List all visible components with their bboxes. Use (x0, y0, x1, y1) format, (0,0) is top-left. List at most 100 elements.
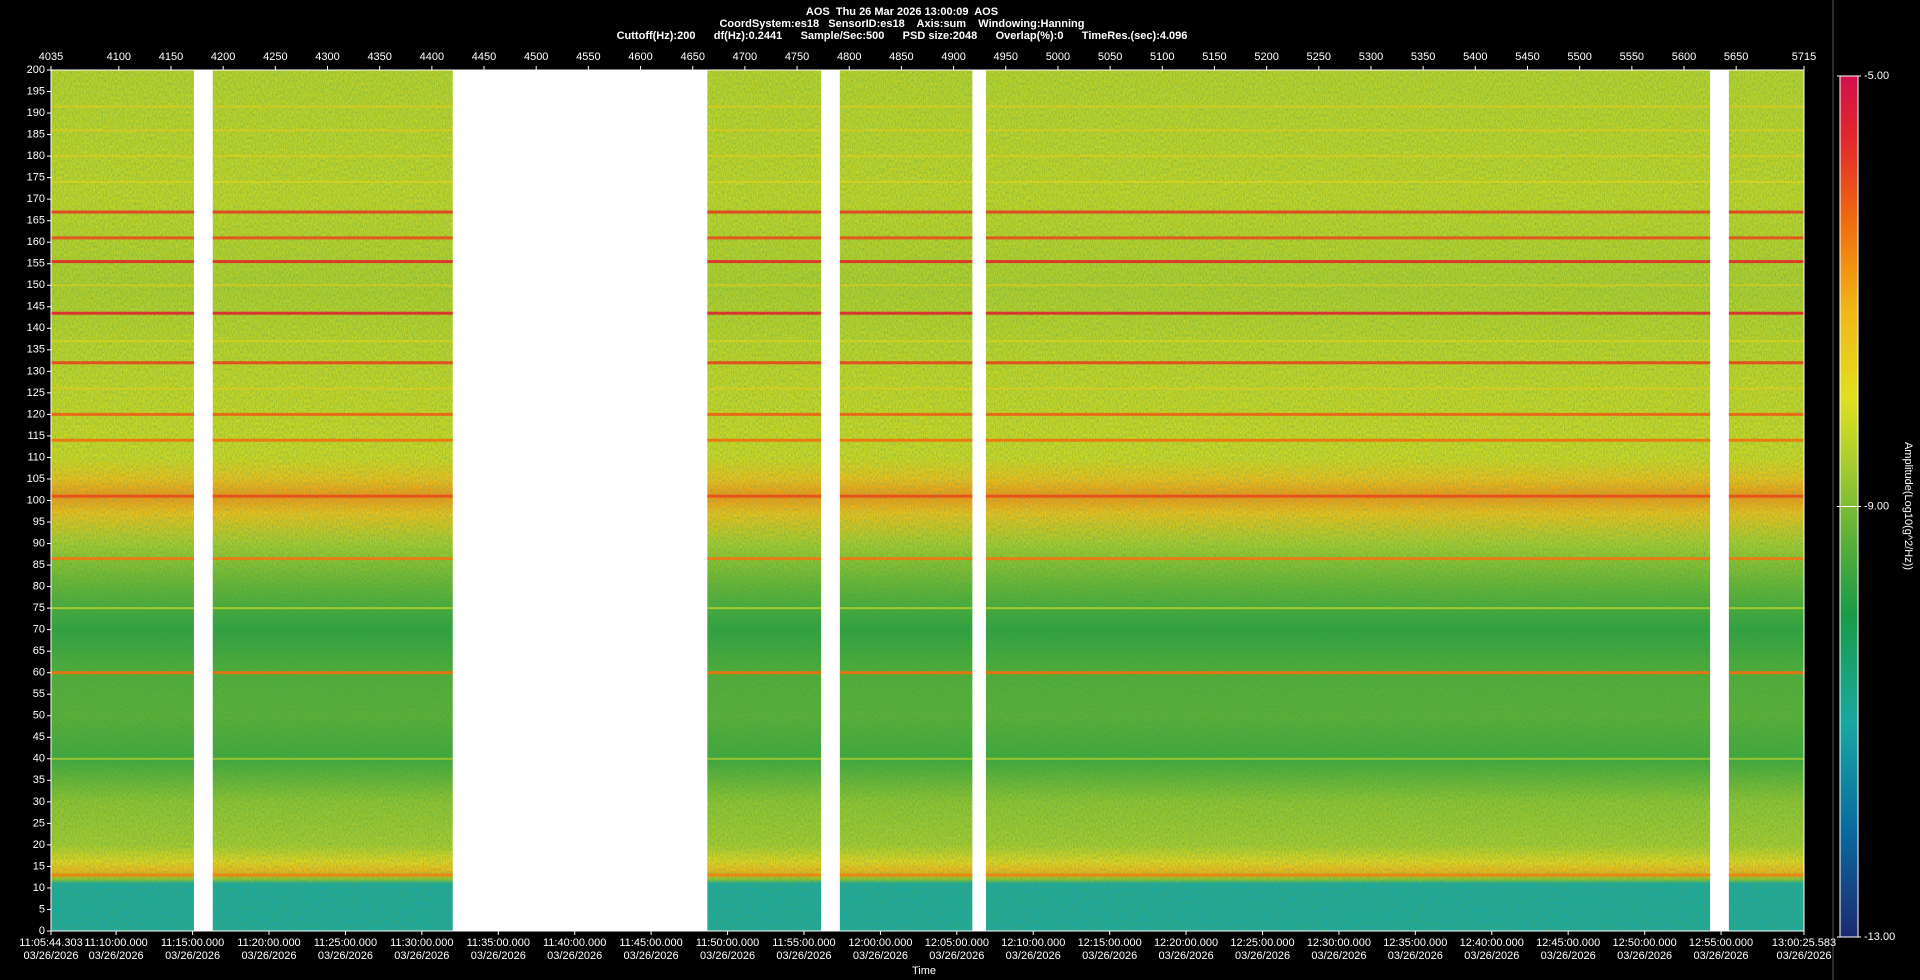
time-tick-date: 03/26/2026 (776, 950, 831, 962)
frequency-line (1728, 361, 1804, 365)
time-tick-label: 12:50:00.000 (1613, 937, 1677, 949)
time-tick-date: 03/26/2026 (1464, 950, 1519, 962)
time-tick-date: 03/26/2026 (23, 950, 78, 962)
frequency-line (707, 236, 822, 240)
frequency-line (1728, 607, 1804, 610)
frequency-line (212, 671, 453, 675)
x-tick-label: 4100 (107, 51, 131, 63)
frequency-line (212, 260, 453, 264)
y-tick-label: 190 (27, 107, 45, 119)
x-tick-label: 5350 (1411, 51, 1435, 63)
frequency-line (212, 180, 453, 183)
time-tick-date: 03/26/2026 (700, 950, 755, 962)
x-tick-label: 4850 (889, 51, 913, 63)
y-tick-label: 60 (33, 667, 45, 679)
frequency-line (707, 180, 822, 183)
frequency-line (1728, 340, 1804, 343)
frequency-line (839, 340, 973, 343)
time-tick-label: 11:40:00.000 (543, 937, 606, 949)
time-tick-label: 12:55:00.000 (1689, 937, 1753, 949)
y-tick-label: 100 (27, 494, 45, 506)
time-tick-label: 11:10:00.000 (84, 937, 147, 949)
frequency-line (1728, 129, 1804, 132)
frequency-line (985, 105, 1711, 108)
frequency-line (51, 236, 194, 240)
frequency-line (707, 387, 822, 390)
frequency-line (212, 284, 453, 287)
x-tick-label: 4200 (211, 51, 235, 63)
time-tick-label: 11:55:00.000 (772, 937, 835, 949)
y-tick-label: 30 (33, 796, 45, 808)
frequency-line (839, 671, 973, 675)
frequency-line (985, 412, 1711, 416)
frequency-line (839, 155, 973, 158)
frequency-line (839, 387, 973, 390)
x-tick-label: 5150 (1202, 51, 1226, 63)
frequency-line (707, 260, 822, 264)
y-tick-label: 95 (33, 516, 45, 528)
y-tick-label: 180 (27, 150, 45, 162)
frequency-line (212, 557, 453, 561)
frequency-line (1728, 557, 1804, 561)
frequency-line (839, 236, 973, 240)
frequency-line (839, 438, 973, 442)
frequency-line (51, 607, 194, 610)
time-tick-label: 12:35:00.000 (1383, 937, 1447, 949)
x-tick-label: 5050 (1098, 51, 1122, 63)
time-tick-date: 03/26/2026 (241, 950, 296, 962)
frequency-line (1728, 284, 1804, 287)
y-tick-label: 185 (27, 128, 45, 140)
frequency-line (839, 412, 973, 416)
y-tick-label: 70 (33, 624, 45, 636)
frequency-line (707, 340, 822, 343)
spectrogram-segment (212, 70, 453, 931)
frequency-line (51, 311, 194, 315)
frequency-line (839, 607, 973, 610)
time-tick-label: 11:50:00.000 (696, 937, 759, 949)
y-tick-label: 150 (27, 279, 45, 291)
x-tick-label: 4450 (472, 51, 496, 63)
time-tick-date: 03/26/2026 (1617, 950, 1672, 962)
frequency-line (839, 180, 973, 183)
y-tick-label: 25 (33, 817, 45, 829)
frequency-line (707, 412, 822, 416)
x-tick-label: 5250 (1307, 51, 1331, 63)
frequency-line (985, 340, 1711, 343)
frequency-line (51, 387, 194, 390)
time-tick-date: 03/26/2026 (471, 950, 526, 962)
frequency-line (985, 311, 1711, 315)
y-tick-label: 195 (27, 85, 45, 97)
y-tick-label: 50 (33, 710, 45, 722)
frequency-line (212, 412, 453, 416)
frequency-line (212, 438, 453, 442)
frequency-line (212, 105, 453, 108)
colorbar-tick-label: -9.00 (1864, 500, 1889, 512)
time-tick-label: 11:05:44.303 (19, 937, 82, 949)
y-tick-label: 160 (27, 236, 45, 248)
frequency-line (985, 873, 1711, 877)
frequency-line (707, 671, 822, 675)
frequency-line (985, 284, 1711, 287)
y-tick-label: 45 (33, 731, 45, 743)
frequency-line (51, 129, 194, 132)
x-tick-label: 5500 (1567, 51, 1591, 63)
time-tick-date: 03/26/2026 (624, 950, 679, 962)
y-tick-label: 10 (33, 882, 45, 894)
frequency-line (985, 155, 1711, 158)
frequency-line (707, 129, 822, 132)
y-tick-label: 80 (33, 581, 45, 593)
y-tick-label: 175 (27, 172, 45, 184)
time-tick-date: 03/26/2026 (1388, 950, 1443, 962)
frequency-line (51, 557, 194, 561)
frequency-line (985, 607, 1711, 610)
header-line: CoordSystem:es18 SensorID:es18 Axis:sum … (719, 18, 1084, 30)
frequency-line (985, 180, 1711, 183)
x-tick-label: 5600 (1672, 51, 1696, 63)
frequency-line (212, 757, 453, 760)
frequency-line (51, 361, 194, 365)
colorbar-tick-label: -5.00 (1864, 70, 1889, 82)
y-tick-label: 125 (27, 387, 45, 399)
frequency-line (707, 494, 822, 498)
time-tick-date: 03/26/2026 (1311, 950, 1366, 962)
frequency-line (985, 387, 1711, 390)
